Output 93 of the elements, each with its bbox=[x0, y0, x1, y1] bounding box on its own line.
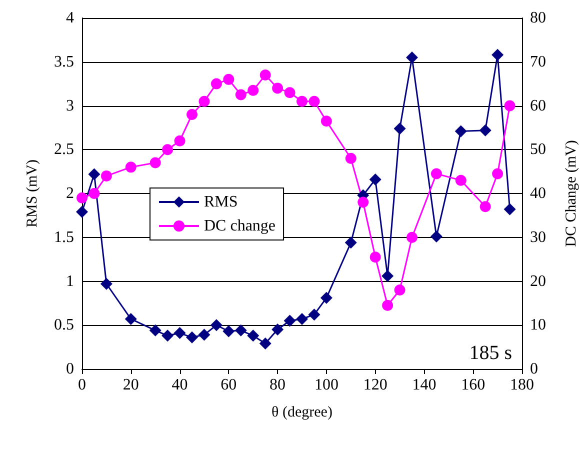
point bbox=[76, 192, 88, 204]
y-tick-label: 0 bbox=[66, 360, 74, 378]
x-axis-title: θ (degree) bbox=[272, 404, 332, 420]
y2-tick-label: 0 bbox=[530, 360, 538, 378]
point bbox=[382, 270, 394, 282]
point bbox=[247, 330, 260, 342]
x-tick-label: 60 bbox=[220, 376, 237, 394]
point bbox=[272, 324, 284, 336]
point bbox=[358, 196, 369, 208]
y2-tick-label: 10 bbox=[530, 316, 546, 334]
point bbox=[296, 96, 308, 107]
point bbox=[150, 157, 161, 168]
legend-label: RMS bbox=[204, 194, 238, 210]
point bbox=[272, 82, 284, 94]
point bbox=[100, 170, 112, 182]
y-axis-title: RMS (mV) bbox=[24, 160, 40, 228]
point bbox=[210, 319, 222, 332]
y-tick-label: 1 bbox=[66, 272, 74, 290]
y-tick-label: 2.5 bbox=[54, 141, 74, 158]
point bbox=[394, 122, 406, 135]
point bbox=[248, 84, 259, 96]
legend-label: DC change bbox=[204, 218, 276, 234]
point bbox=[345, 152, 356, 164]
point bbox=[479, 124, 492, 136]
point bbox=[124, 312, 137, 325]
point bbox=[210, 78, 222, 90]
point bbox=[186, 331, 198, 344]
x-tick-label: 160 bbox=[461, 376, 486, 394]
x-tick-label: 120 bbox=[363, 376, 388, 394]
x-tick-label: 80 bbox=[270, 376, 286, 394]
y2-tick-label: 80 bbox=[530, 10, 546, 26]
x-tick-label: 0 bbox=[78, 376, 86, 394]
point bbox=[259, 338, 272, 350]
point bbox=[222, 325, 235, 338]
y2-tick-label: 60 bbox=[530, 97, 546, 114]
x-tick-label: 140 bbox=[412, 376, 436, 394]
y2-tick-label: 70 bbox=[530, 53, 546, 70]
point bbox=[320, 292, 332, 304]
y2-tick-label: 50 bbox=[530, 141, 546, 158]
point bbox=[320, 116, 332, 127]
y2-axis-title: DC Change (mV) bbox=[564, 140, 580, 247]
point bbox=[308, 308, 320, 321]
point bbox=[492, 48, 504, 61]
y-tick-label: 0.5 bbox=[54, 316, 74, 334]
point bbox=[88, 168, 100, 180]
point bbox=[455, 174, 466, 186]
point bbox=[125, 162, 136, 173]
x-tick-label: 20 bbox=[122, 376, 139, 394]
y2-tick-label: 20 bbox=[530, 272, 546, 290]
point bbox=[174, 135, 186, 146]
point bbox=[223, 74, 234, 85]
point bbox=[492, 168, 504, 180]
point bbox=[308, 96, 320, 107]
point bbox=[284, 314, 296, 327]
y2-tick-label: 40 bbox=[530, 185, 546, 202]
point bbox=[406, 51, 418, 64]
point bbox=[504, 203, 516, 216]
point bbox=[430, 168, 442, 180]
point bbox=[162, 144, 174, 156]
point bbox=[370, 252, 381, 263]
y-tick-label: 4 bbox=[66, 10, 74, 26]
point bbox=[394, 284, 406, 296]
y2-tick-label: 30 bbox=[530, 228, 546, 246]
point bbox=[234, 324, 247, 336]
point bbox=[504, 100, 516, 112]
y-tick-label: 2 bbox=[66, 185, 74, 202]
point bbox=[284, 87, 296, 98]
point bbox=[88, 188, 100, 199]
x-tick-label: 180 bbox=[510, 376, 534, 394]
point bbox=[235, 89, 246, 100]
point bbox=[406, 232, 418, 243]
point bbox=[198, 96, 210, 107]
point bbox=[162, 330, 174, 342]
point bbox=[186, 109, 198, 120]
y-tick-label: 3 bbox=[66, 97, 74, 114]
annotation: 185 s bbox=[469, 342, 512, 364]
point bbox=[100, 278, 112, 290]
y-tick-label: 1.5 bbox=[54, 228, 74, 246]
point bbox=[149, 324, 162, 336]
point bbox=[382, 300, 394, 311]
point bbox=[198, 328, 210, 341]
point bbox=[454, 125, 467, 138]
point bbox=[430, 230, 442, 242]
point bbox=[480, 201, 491, 212]
y-tick-label: 3.5 bbox=[54, 53, 74, 70]
point bbox=[174, 327, 186, 340]
x-tick-label: 100 bbox=[314, 376, 338, 394]
point bbox=[76, 206, 88, 218]
point bbox=[344, 236, 357, 249]
point bbox=[369, 173, 382, 186]
point bbox=[260, 70, 271, 81]
point bbox=[296, 312, 308, 325]
x-tick-label: 40 bbox=[172, 376, 188, 394]
